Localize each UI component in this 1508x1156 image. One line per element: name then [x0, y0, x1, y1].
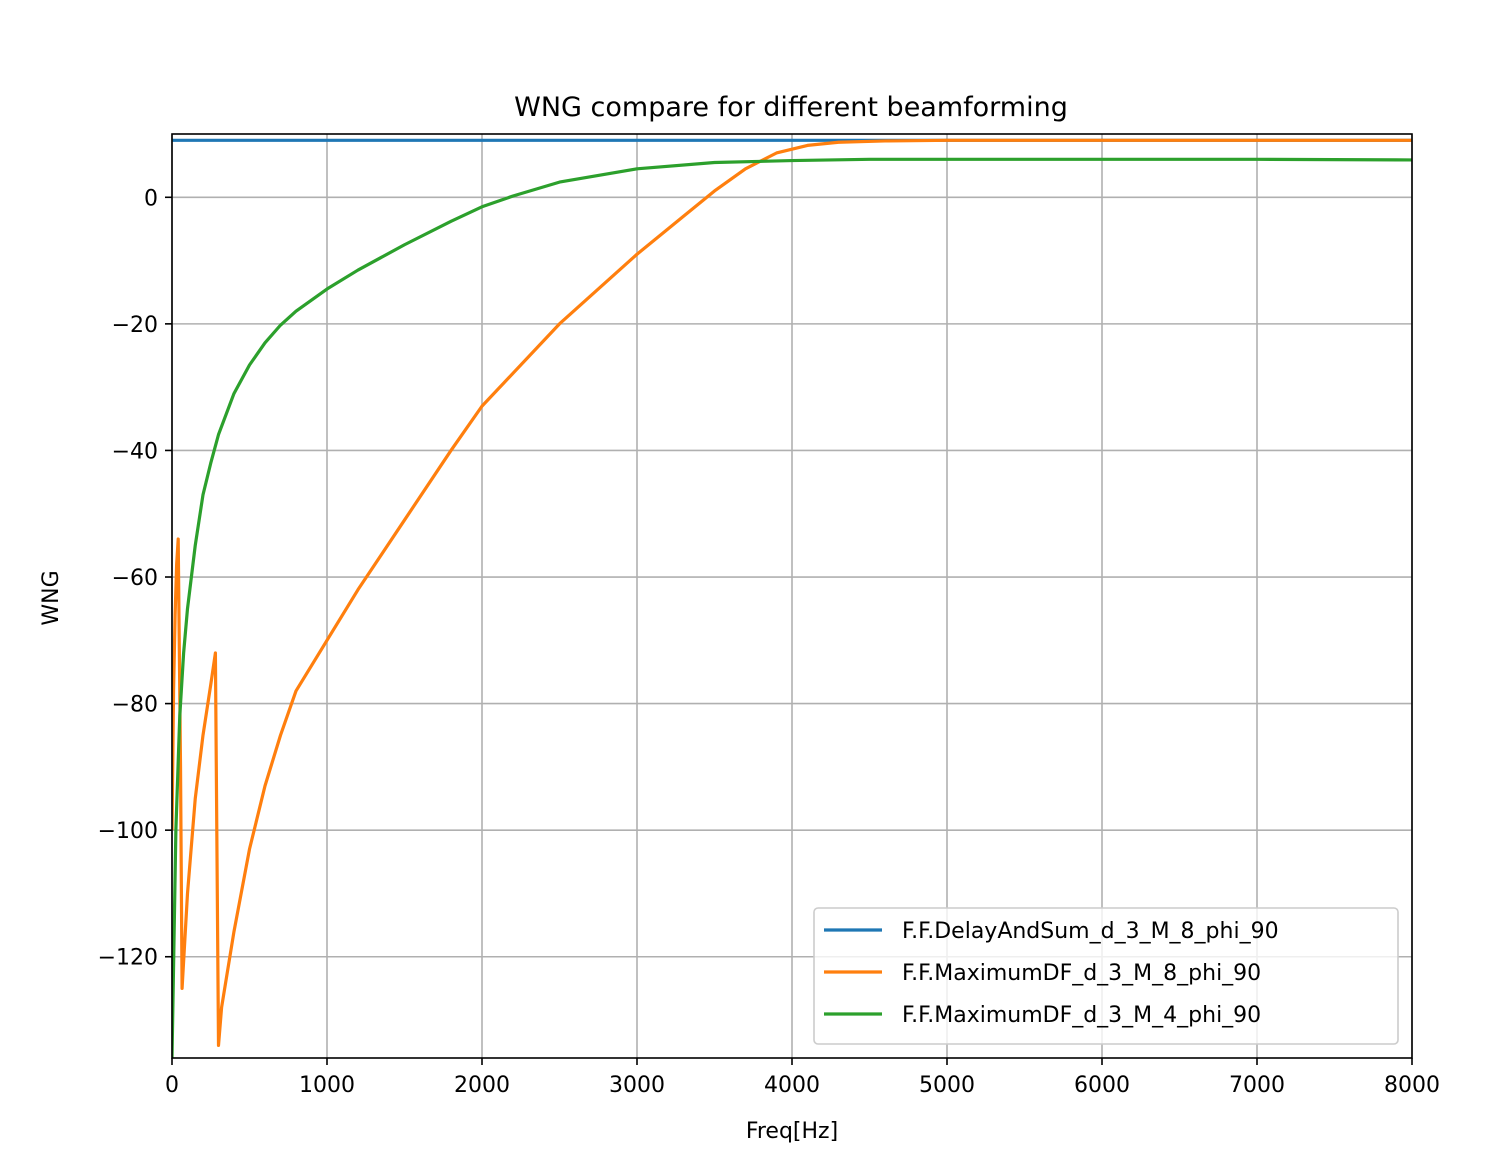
- axis-ticks: 0 1000 2000 3000 4000 5000 6000 7000 8000 0 −20 −40…: [98, 186, 1440, 1098]
- legend-entry: F.F.DelayAndSum_d_3_M_8_phi_90: [902, 919, 1279, 944]
- chart-title: WNG compare for different beamforming: [514, 92, 1068, 123]
- y-tick-label: −100: [98, 819, 158, 844]
- x-tick-label: 7000: [1229, 1073, 1285, 1098]
- x-tick-label: 6000: [1074, 1073, 1130, 1098]
- y-tick-label: 0: [144, 186, 158, 211]
- y-tick-label: −20: [112, 313, 158, 338]
- y-tick-label: −80: [112, 693, 158, 718]
- x-tick-label: 0: [165, 1073, 179, 1098]
- legend-entry: F.F.MaximumDF_d_3_M_4_phi_90: [902, 1003, 1261, 1028]
- y-tick-label: −60: [112, 566, 158, 591]
- x-tick-label: 1000: [299, 1073, 355, 1098]
- x-tick-label: 2000: [454, 1073, 510, 1098]
- legend-box: [813, 907, 1399, 1045]
- x-axis-label: Freq[Hz]: [746, 1119, 838, 1144]
- legend: F.F.DelayAndSum_d_3_M_8_phi_90 F.F.Maximu…: [813, 907, 1399, 1045]
- x-tick-label: 5000: [919, 1073, 975, 1098]
- series-line-2: [172, 138, 1412, 1047]
- x-tick-label: 4000: [764, 1073, 820, 1098]
- x-tick-label: 3000: [609, 1073, 665, 1098]
- y-axis-label: WNG: [39, 570, 64, 625]
- series-line-3: [172, 157, 1412, 1058]
- legend-entry: F.F.MaximumDF_d_3_M_8_phi_90: [902, 961, 1261, 986]
- x-tick-label: 8000: [1384, 1073, 1440, 1098]
- y-tick-label: −40: [112, 439, 158, 464]
- series-lines: [172, 138, 1412, 1058]
- y-tick-label: −120: [98, 946, 158, 971]
